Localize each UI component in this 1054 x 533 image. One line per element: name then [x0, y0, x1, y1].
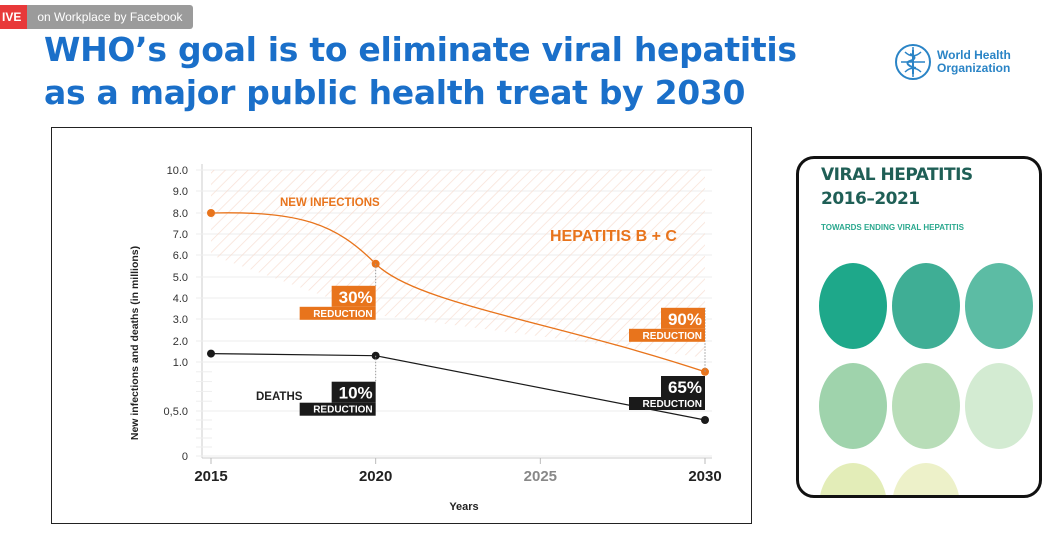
- reduction-label: REDUCTION: [313, 405, 372, 416]
- reduction-value: 10%: [339, 384, 373, 403]
- reduction-badge: 10% REDUCTION: [299, 381, 376, 416]
- deaths-line: [210, 353, 706, 421]
- badge-label-bg: [299, 402, 376, 416]
- deaths-point: [701, 416, 709, 424]
- y-tick-label: 2.0: [173, 336, 188, 348]
- reduction-label: REDUCTION: [313, 309, 372, 320]
- cover-circle: [965, 363, 1033, 449]
- reduction-label: REDUCTION: [643, 331, 702, 342]
- y-tick-label: 9.0: [173, 186, 188, 198]
- who-logo: World Health Organization: [893, 42, 1011, 82]
- annotation-title: HEPATITIS B + C: [550, 228, 677, 245]
- y-tick-label: 3.0: [173, 314, 188, 326]
- slide-title: WHO’s goal is to eliminate viral hepatit…: [44, 30, 797, 112]
- logo-line1: World Health: [937, 48, 1011, 62]
- badge-value-bg: [661, 307, 705, 329]
- live-badge: IVE: [0, 5, 28, 29]
- new-infections-point: [207, 209, 215, 217]
- x-tick-label: 2030: [688, 468, 721, 485]
- book-title-line2: 2016–2021: [821, 189, 920, 209]
- cover-circle: [892, 363, 960, 449]
- y-tick-label: 0: [182, 451, 188, 463]
- cover-circle: [892, 263, 960, 349]
- book-subtitle: TOWARDS ENDING VIRAL HEPATITIS: [821, 223, 964, 232]
- live-banner: IVE on Workplace by Facebook: [0, 5, 193, 29]
- series-label-deaths: DEATHS: [256, 391, 303, 403]
- y-tick-label: 8.0: [173, 208, 188, 220]
- book-cover: VIRAL HEPATITIS 2016–2021 TOWARDS ENDING…: [796, 156, 1042, 498]
- y-axis-label: New infections and deaths (in millions): [129, 246, 141, 440]
- new-infections-line: [210, 212, 706, 373]
- logo-line2: Organization: [937, 61, 1011, 75]
- reduction-badge: 30% REDUCTION: [299, 285, 376, 320]
- reduction-value: 30%: [339, 288, 373, 307]
- reduction-badge: 90% REDUCTION: [629, 307, 705, 342]
- book-title-line1: VIRAL HEPATITIS: [821, 165, 973, 185]
- y-tick-label: 0,5.0: [164, 406, 188, 418]
- hepatitis-chart: 10.0 9.0 8.0 7.0 6.0 5.0 4.0 3.0 2.0 1.0 0,5.0 0 201…: [129, 164, 722, 513]
- y-tick-label: 10.0: [167, 165, 188, 177]
- x-axis-label: Years: [449, 501, 478, 513]
- y-tick-label: 6.0: [173, 250, 188, 262]
- cover-circle: [819, 263, 887, 349]
- badge-value-bg: [661, 376, 705, 397]
- reduction-label: REDUCTION: [643, 399, 702, 410]
- y-tick-label: 4.0: [173, 293, 188, 305]
- deaths-point: [207, 349, 215, 358]
- badge-value-bg: [331, 285, 376, 307]
- y-tick-label: 5.0: [173, 272, 188, 284]
- who-emblem-icon: [895, 44, 931, 80]
- projection-band: [211, 170, 705, 358]
- reduction-value: 90%: [668, 310, 702, 329]
- x-tick-label: 2015: [194, 468, 227, 485]
- reduction-badge: 65% REDUCTION: [629, 376, 705, 410]
- x-tick-label: 2020: [359, 468, 392, 485]
- cover-circle: [892, 463, 960, 495]
- badge-label-bg: [629, 328, 705, 342]
- series-label-new-infections: NEW INFECTIONS: [280, 197, 380, 209]
- y-tick-label: 7.0: [173, 229, 188, 241]
- cover-circle: [965, 263, 1033, 349]
- y-tick-label: 1.0: [173, 357, 188, 369]
- cover-circle: [819, 463, 887, 495]
- badge-label-bg: [299, 306, 376, 320]
- live-source: on Workplace by Facebook: [27, 5, 193, 29]
- cover-circle: [819, 363, 887, 449]
- new-infections-point: [371, 259, 380, 268]
- chart-frame: [51, 127, 752, 524]
- reduction-value: 65%: [668, 378, 702, 397]
- x-tick-label: 2025: [524, 468, 557, 485]
- badge-label-bg: [629, 397, 705, 410]
- badge-value-bg: [331, 381, 376, 403]
